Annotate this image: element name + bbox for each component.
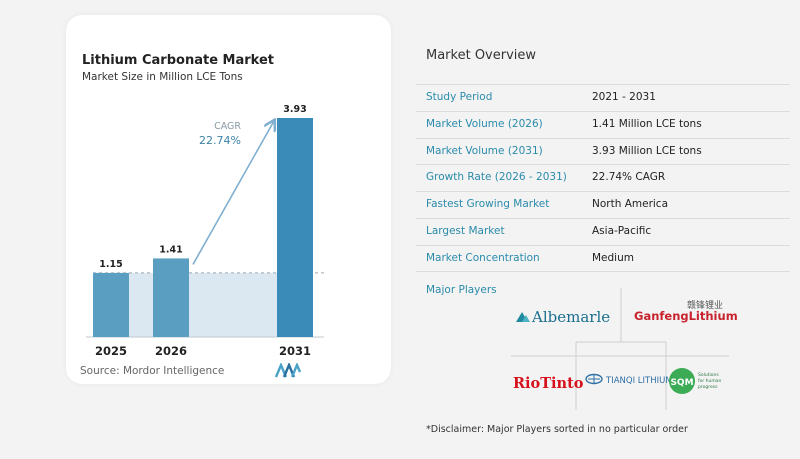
- data-label-2025: 1.15: [99, 259, 122, 270]
- rio-tinto-logo: RioTinto: [513, 375, 584, 392]
- row-label: Market Volume (2026): [426, 117, 543, 130]
- mordor-intelligence-logo: [275, 363, 301, 378]
- row-label: Largest Market: [426, 224, 505, 237]
- sqm-logo: SQM Solutions for human progress: [669, 368, 721, 394]
- row-value: 2021 - 2031: [592, 91, 656, 103]
- table-row: Fastest Growing Market North America: [416, 191, 790, 218]
- bar-chart: 1.15 2025 1.41 2026 3.93 2031 CAGR 22.74%: [86, 104, 324, 358]
- rio-tinto-text: RioTinto: [513, 375, 584, 392]
- chart-card: Lithium Carbonate Market Market Size in …: [66, 15, 391, 384]
- data-label-2031: 3.93: [283, 104, 306, 115]
- major-players-grid: Albemarle 赣锋锂业 GanfengLithium RioTinto T…: [511, 288, 738, 410]
- tianqi-lithium-logo: TIANQI LITHIUM: [585, 373, 673, 386]
- x-tick-2026: 2026: [155, 344, 187, 358]
- table-row: Growth Rate (2026 - 2031) 22.74% CAGR: [416, 164, 790, 191]
- table-row: Largest Market Asia-Pacific: [416, 217, 790, 245]
- data-label-2026: 1.41: [159, 244, 182, 255]
- source-note: Source: Mordor Intelligence: [80, 365, 225, 377]
- table-row: Study Period 2021 - 2031: [416, 84, 790, 111]
- x-tick-2031: 2031: [279, 344, 311, 358]
- table-row: Market Volume (2031) 3.93 Million LCE to…: [416, 137, 790, 165]
- row-value: 1.41 Million LCE tons: [592, 117, 702, 130]
- disclaimer: *Disclaimer: Major Players sorted in no …: [426, 424, 688, 435]
- row-label: Fastest Growing Market: [426, 198, 550, 211]
- overview-title: Market Overview: [426, 48, 537, 63]
- bar-2026: [153, 258, 189, 337]
- row-value: Asia-Pacific: [592, 224, 652, 237]
- row-value: 3.93 Million LCE tons: [592, 144, 702, 157]
- major-players-title: Major Players: [426, 284, 497, 296]
- cagr-value: 22.74%: [199, 134, 241, 147]
- row-label: Market Concentration: [426, 251, 540, 264]
- row-label: Growth Rate (2026 - 2031): [426, 171, 567, 184]
- chart-title: Lithium Carbonate Market: [82, 53, 274, 68]
- ganfeng-lithium-logo: 赣锋锂业 GanfengLithium: [634, 299, 738, 323]
- albemarle-logo: Albemarle: [516, 308, 610, 326]
- cagr-label: CAGR: [214, 121, 241, 132]
- row-label: Market Volume (2031): [426, 144, 543, 157]
- table-row: Market Concentration Medium: [416, 244, 790, 272]
- baseline-band: [93, 272, 313, 337]
- sqm-tagline: Solutions: [698, 372, 719, 378]
- cagr-arrow: [192, 121, 274, 265]
- row-value: Medium: [592, 251, 634, 264]
- table-row: Market Volume (2026) 1.41 Million LCE to…: [416, 110, 790, 138]
- svg-text:for human: for human: [698, 378, 721, 384]
- row-label: Study Period: [426, 91, 493, 103]
- ganfeng-cn-text: 赣锋锂业: [687, 299, 723, 311]
- row-value: North America: [592, 198, 669, 211]
- albemarle-text: Albemarle: [531, 308, 610, 326]
- x-tick-2025: 2025: [95, 344, 127, 358]
- tianqi-text: TIANQI LITHIUM: [605, 376, 673, 386]
- sqm-text: SQM: [670, 378, 693, 388]
- chart-subtitle: Market Size in Million LCE Tons: [82, 71, 243, 83]
- bar-2031: [277, 118, 313, 337]
- ganfeng-text: GanfengLithium: [634, 309, 738, 323]
- svg-text:progress: progress: [698, 384, 718, 390]
- overview-table: Study Period 2021 - 2031 Market Volume (…: [416, 84, 790, 272]
- market-overview: Market Overview Study Period 2021 - 2031…: [416, 0, 800, 459]
- row-value: 22.74% CAGR: [592, 171, 666, 184]
- bar-2025: [93, 272, 129, 337]
